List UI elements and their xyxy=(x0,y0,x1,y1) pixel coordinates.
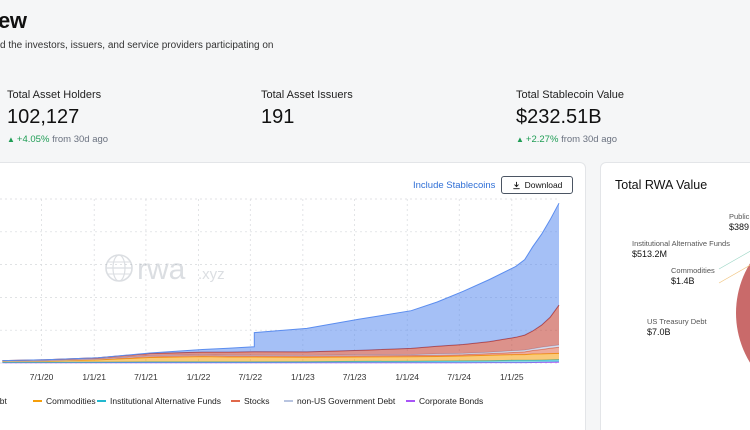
up-arrow-icon: ▲ xyxy=(516,135,524,144)
x-tick-label: 1/1/21 xyxy=(82,372,106,382)
stat-value: $232.51B xyxy=(516,106,602,128)
stat-value: 102,127 xyxy=(7,106,80,128)
pie-label: Institutional Alternative Funds xyxy=(632,239,730,248)
page-subtitle: d the investors, issuers, and service pr… xyxy=(0,40,274,51)
stat-total-asset-issuers: Total Asset Issuers 191 xyxy=(261,89,353,129)
pie-label: Public xyxy=(729,212,750,221)
legend-label: Corporate Bonds xyxy=(419,396,484,406)
legend-item[interactable]: non-US Government Debt xyxy=(284,396,395,406)
legend-label: Stocks xyxy=(244,396,270,406)
legend-swatch xyxy=(284,400,293,402)
stat-total-asset-holders: Total Asset Holders 102,127 ▲ +4.05% from… xyxy=(7,89,108,145)
legend-item[interactable]: Commodities xyxy=(33,396,96,406)
pie-leader-line xyxy=(718,264,750,284)
legend-swatch xyxy=(231,400,240,402)
pie-label: US Treasury Debt xyxy=(647,317,707,326)
pie-value: $7.0B xyxy=(647,327,671,337)
x-tick-label: 7/1/21 xyxy=(134,372,158,382)
x-axis-ticks: 7/1/20 1/1/21 7/1/21 1/1/22 7/1/22 1/1/23 7/1/… xyxy=(30,372,524,382)
pie-value: $1.4B xyxy=(671,276,695,286)
legend-item[interactable]: Corporate Bonds xyxy=(406,396,483,406)
globe-icon xyxy=(105,254,133,282)
x-tick-label: 7/1/23 xyxy=(343,372,367,382)
stat-label: Total Asset Issuers xyxy=(261,89,353,101)
legend-swatch xyxy=(97,400,106,402)
legend-swatch xyxy=(406,400,415,402)
legend-item[interactable]: Stocks xyxy=(231,396,270,406)
pie-leader-line xyxy=(718,250,750,270)
line-us-treasury-debt xyxy=(2,202,560,362)
watermark-suffix: .xyz xyxy=(198,266,225,283)
total-rwa-value-card: Total RWA Value Public $389 Institutiona… xyxy=(600,162,750,430)
x-tick-label: 1/1/23 xyxy=(291,372,315,382)
rwa-watermark: rwa .xyz xyxy=(105,253,225,286)
legend-label: Institutional Alternative Funds xyxy=(110,396,222,406)
include-stablecoins-link[interactable]: Include Stablecoins xyxy=(413,180,496,191)
delta-percent: +4.05% xyxy=(16,134,50,145)
page-title: ew xyxy=(0,8,27,33)
area-commodities xyxy=(2,353,559,363)
x-tick-label: 1/1/24 xyxy=(395,372,419,382)
x-tick-label: 7/1/22 xyxy=(238,372,262,382)
stat-label: Total Asset Holders xyxy=(7,89,102,101)
chart-areas xyxy=(2,202,560,364)
watermark-text: rwa xyxy=(137,253,186,286)
rwa-chart-card: Include Stablecoins Download rwa .xyz 7/… xyxy=(0,162,586,430)
pie-value: $513.2M xyxy=(632,249,668,259)
legend-label: ebt xyxy=(0,396,7,406)
legend-label: Commodities xyxy=(46,396,96,406)
pie-slice-us-treasury xyxy=(736,263,750,363)
stat-label: Total Stablecoin Value xyxy=(516,89,625,101)
delta-suffix: from 30d ago xyxy=(52,134,109,145)
stat-total-stablecoin-value: Total Stablecoin Value $232.51B ▲ +2.27% … xyxy=(516,89,624,145)
rwa-card-title: Total RWA Value xyxy=(615,178,708,192)
x-tick-label: 7/1/24 xyxy=(447,372,471,382)
stat-value: 191 xyxy=(261,106,295,128)
stat-delta: ▲ +2.27% from 30d ago xyxy=(516,134,624,145)
legend-label: non-US Government Debt xyxy=(297,396,396,406)
x-tick-label: 7/1/20 xyxy=(30,372,54,382)
legend-item[interactable]: Institutional Alternative Funds xyxy=(97,396,221,406)
area-us-treasury-debt xyxy=(2,203,559,361)
x-tick-label: 1/1/25 xyxy=(500,372,524,382)
area-stocks xyxy=(2,347,559,362)
delta-suffix: from 30d ago xyxy=(561,134,618,145)
download-icon xyxy=(512,181,520,189)
rwa-pie-chart xyxy=(718,250,750,363)
pie-value: $389 xyxy=(729,222,750,232)
up-arrow-icon: ▲ xyxy=(7,135,15,144)
delta-percent: +2.27% xyxy=(525,134,559,145)
x-tick-label: 1/1/22 xyxy=(187,372,211,382)
legend-swatch xyxy=(33,400,42,402)
stat-delta: ▲ +4.05% from 30d ago xyxy=(7,134,108,145)
legend-item[interactable]: ebt xyxy=(0,396,7,406)
download-button[interactable]: Download xyxy=(501,176,573,194)
download-label: Download xyxy=(524,180,563,190)
pie-label: Commodities xyxy=(671,266,715,275)
stacked-area-chart: rwa .xyz 7/1/20 1/1/21 7/1/21 1/1/22 7/1/22 1… xyxy=(0,198,560,382)
